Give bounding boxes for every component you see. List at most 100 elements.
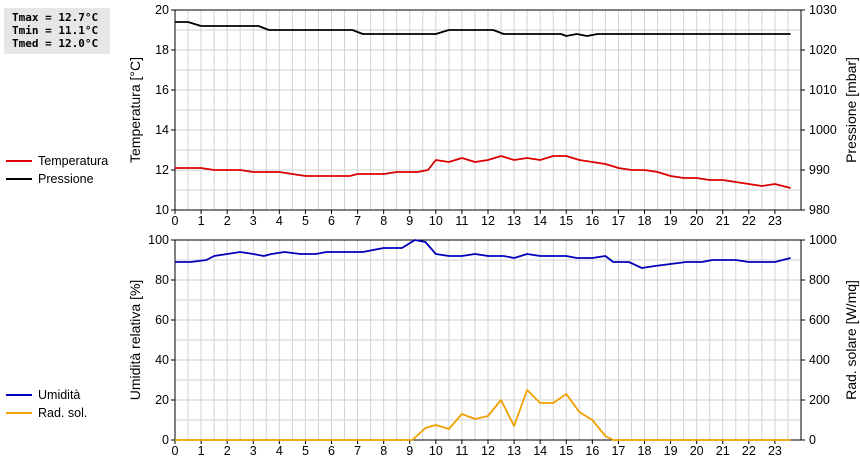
y-tick-label-left: 20	[155, 393, 169, 407]
y-tick-label-left: 18	[155, 43, 169, 57]
legend-item-temperature: Temperatura	[6, 152, 108, 170]
x-tick-label: 16	[585, 444, 599, 458]
y-tick-label-left: 10	[155, 203, 169, 217]
series-line-temperature	[175, 155, 791, 189]
x-tick-label: 4	[276, 214, 283, 228]
x-tick-label: 20	[690, 444, 704, 458]
tmax-stat: Tmax = 12.7°C	[12, 11, 99, 24]
legend-swatch-temperature	[6, 160, 32, 162]
x-tick-label: 11	[455, 214, 468, 228]
y-tick-label-left: 14	[155, 123, 169, 137]
x-tick-label: 0	[172, 214, 179, 228]
x-tick-label: 17	[611, 214, 625, 228]
y-axis-title-left: Umidità relativa [%]	[127, 280, 143, 401]
x-tick-label: 9	[406, 444, 413, 458]
series-line-radiation	[175, 389, 791, 441]
x-tick-label: 23	[768, 444, 782, 458]
x-tick-label: 2	[224, 214, 231, 228]
x-tick-label: 8	[380, 444, 387, 458]
x-tick-label: 15	[559, 444, 573, 458]
x-tick-label: 1	[198, 214, 205, 228]
y-tick-label-left: 100	[148, 233, 169, 247]
x-tick-label: 22	[742, 214, 756, 228]
tmed-stat: Tmed = 12.0°C	[12, 37, 99, 50]
x-tick-label: 7	[354, 214, 361, 228]
y-axis-title-right: Rad. solare [W/mq]	[843, 280, 859, 400]
x-tick-label: 22	[742, 444, 756, 458]
y-tick-label-right: 0	[809, 433, 816, 447]
legend-item-radiation: Rad. sol.	[6, 404, 87, 422]
x-tick-label: 16	[585, 214, 599, 228]
x-tick-label: 5	[302, 214, 309, 228]
y-tick-label-right: 1000	[809, 233, 837, 247]
x-tick-label: 6	[328, 444, 335, 458]
y-tick-label-right: 600	[809, 313, 830, 327]
y-tick-label-right: 990	[809, 163, 830, 177]
legend-swatch-radiation	[6, 412, 32, 414]
x-tick-label: 6	[328, 214, 335, 228]
x-tick-label: 1	[198, 444, 205, 458]
x-tick-label: 14	[533, 214, 547, 228]
chart-panel-temperature-pressure: 0 1 2 3 4 5 6 7 8 9 10 11 12 13 14 15 16 17 18 19 20 21 22 2310…	[127, 3, 859, 228]
y-tick-label-left: 16	[155, 83, 169, 97]
legend-item-pressure: Pressione	[6, 170, 108, 188]
x-tick-label: 21	[716, 444, 730, 458]
x-tick-label: 12	[481, 214, 495, 228]
y-tick-label-left: 0	[162, 433, 169, 447]
series-line-humidity	[175, 239, 791, 269]
x-tick-label: 11	[455, 444, 468, 458]
legend-label-humidity: Umidità	[38, 388, 81, 402]
x-tick-label: 14	[533, 444, 547, 458]
y-axis-title-left: Temperatura [°C]	[127, 57, 143, 163]
x-tick-label: 13	[507, 444, 521, 458]
x-tick-label: 3	[250, 214, 257, 228]
x-tick-label: 10	[429, 444, 443, 458]
legend-bottom: Umidità Rad. sol.	[6, 386, 87, 422]
x-tick-label: 4	[276, 444, 283, 458]
x-tick-label: 19	[664, 444, 678, 458]
y-tick-label-left: 20	[155, 3, 169, 17]
x-tick-label: 5	[302, 444, 309, 458]
y-tick-label-left: 60	[155, 313, 169, 327]
x-tick-label: 17	[611, 444, 625, 458]
legend-label-radiation: Rad. sol.	[38, 406, 88, 420]
x-tick-label: 12	[481, 444, 495, 458]
x-tick-label: 18	[638, 444, 652, 458]
tmin-stat: Tmin = 11.1°C	[12, 24, 99, 37]
y-tick-label-right: 1000	[809, 123, 837, 137]
y-tick-label-left: 80	[155, 273, 169, 287]
legend-top: Temperatura Pressione	[6, 152, 108, 188]
x-tick-label: 19	[664, 214, 678, 228]
y-tick-label-right: 980	[809, 203, 830, 217]
x-tick-label: 9	[406, 214, 413, 228]
x-tick-label: 10	[429, 214, 443, 228]
y-axis-title-right: Pressione [mbar]	[843, 57, 859, 163]
legend-swatch-pressure	[6, 178, 32, 180]
legend-swatch-humidity	[6, 394, 32, 396]
x-tick-label: 23	[768, 214, 782, 228]
y-tick-label-right: 800	[809, 273, 830, 287]
y-tick-label-right: 400	[809, 353, 830, 367]
x-tick-label: 21	[716, 214, 730, 228]
x-tick-label: 18	[638, 214, 652, 228]
y-tick-label-left: 12	[155, 163, 169, 177]
y-tick-label-left: 40	[155, 353, 169, 367]
x-tick-label: 3	[250, 444, 257, 458]
y-tick-label-right: 1020	[809, 43, 837, 57]
y-tick-label-right: 1010	[809, 83, 837, 97]
x-tick-label: 13	[507, 214, 521, 228]
stats-box: Tmax = 12.7°C Tmin = 11.1°C Tmed = 12.0°…	[4, 8, 110, 54]
legend-label-temperature: Temperatura	[38, 154, 109, 168]
x-tick-label: 7	[354, 444, 361, 458]
y-tick-label-right: 1030	[809, 3, 837, 17]
series-line-pressure	[175, 21, 791, 37]
x-tick-label: 15	[559, 214, 573, 228]
x-tick-label: 2	[224, 444, 231, 458]
x-tick-label: 8	[380, 214, 387, 228]
x-tick-label: 0	[172, 444, 179, 458]
legend-item-humidity: Umidità	[6, 386, 87, 404]
x-tick-label: 20	[690, 214, 704, 228]
chart-panel-humidity-radiation: 0 1 2 3 4 5 6 7 8 9 10 11 12 13 14 15 16 17 18 19 20 21 22 2302…	[127, 233, 859, 458]
legend-label-pressure: Pressione	[38, 172, 94, 186]
